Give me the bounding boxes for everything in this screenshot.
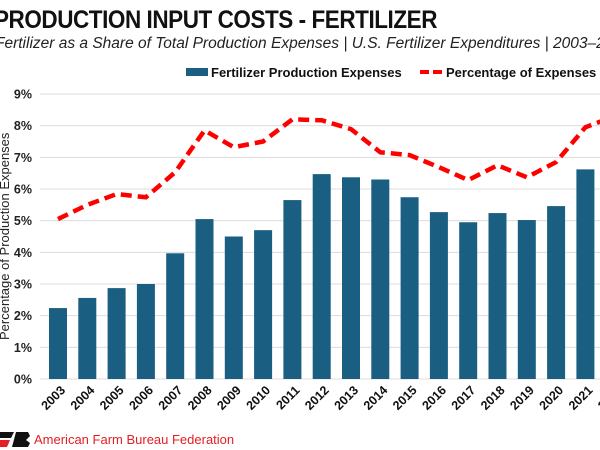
bar-2020 (547, 206, 566, 379)
x-tick-label: 2006 (126, 383, 156, 413)
bar-2015 (400, 197, 419, 379)
series-line-percentage (57, 117, 600, 222)
x-tick-label: 2008 (185, 383, 215, 413)
x-tick-label: 2017 (449, 383, 479, 413)
bar-2003 (49, 308, 67, 379)
chart-subtitle: Fertilizer as a Share of Total Productio… (0, 35, 600, 52)
bar-2016 (429, 212, 448, 379)
x-tick-label: 2011 (273, 383, 302, 412)
afbf-logo-icon (0, 432, 30, 447)
x-tick-label: 2012 (302, 383, 332, 413)
x-tick-label: 2005 (97, 383, 127, 413)
y-tick-label: 7% (14, 151, 32, 165)
y-tick-label: 5% (14, 214, 32, 228)
legend-label-line: Percentage of Expenses (446, 65, 596, 80)
y-tick-label: 2% (14, 309, 32, 323)
x-tick-label: 2009 (214, 383, 244, 413)
organization-name: American Farm Bureau Federation (34, 432, 235, 447)
bar-2009 (224, 236, 243, 379)
x-tick-label: 2019 (507, 383, 537, 413)
x-tick-label: 2007 (156, 383, 186, 413)
x-tick-label: 2015 (390, 383, 420, 413)
bar-2019 (517, 220, 536, 379)
bar-2018 (488, 213, 507, 379)
x-tick-label: 2003 (39, 383, 69, 413)
bar-2005 (107, 288, 126, 379)
x-tick-label: 2016 (419, 383, 449, 413)
bar-2021 (576, 169, 595, 379)
legend-label-bar: Fertilizer Production Expenses (211, 65, 402, 80)
bar-2008 (195, 219, 214, 379)
x-tick-label: 2022 (595, 383, 600, 413)
x-tick-label: 2013 (332, 383, 362, 413)
legend-swatch-bar (186, 68, 208, 76)
y-axis-label: Percentage of Production Expenses (0, 132, 12, 340)
x-tick-label: 2020 (537, 383, 567, 413)
x-tick-label: 2014 (361, 383, 391, 413)
y-tick-label: 0% (14, 373, 32, 387)
bar-2010 (254, 230, 273, 379)
y-tick-label: 3% (14, 278, 32, 292)
x-tick-label: 2004 (68, 383, 98, 413)
bar-2007 (166, 253, 185, 379)
bar-2013 (342, 177, 360, 379)
x-tick-label: 2021 (566, 383, 596, 413)
bar-2006 (136, 284, 155, 379)
y-tick-label: 4% (14, 246, 32, 260)
x-tick-label: 2010 (244, 383, 274, 413)
bar-2014 (371, 179, 390, 379)
bar-2004 (78, 297, 97, 379)
bar-2017 (459, 222, 478, 379)
y-tick-label: 1% (14, 341, 32, 355)
bar-2011 (283, 200, 302, 379)
x-tick-label: 2018 (478, 383, 508, 413)
chart-title: PRODUCTION INPUT COSTS - FERTILIZER (0, 6, 437, 34)
legend: Fertilizer Production Expenses Percentag… (186, 65, 596, 80)
y-tick-label: 9% (14, 88, 32, 102)
bar-2012 (312, 174, 331, 379)
y-tick-label: 8% (14, 119, 32, 133)
y-tick-label: 6% (14, 183, 32, 197)
